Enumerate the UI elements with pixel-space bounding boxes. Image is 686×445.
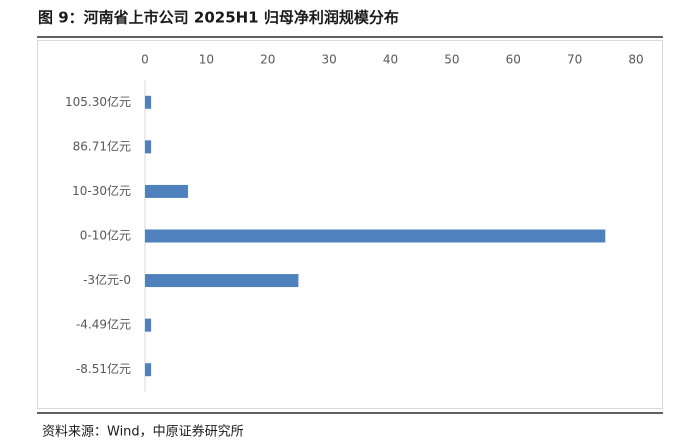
x-tick-label: 50 [444,53,459,67]
y-tick-label: 10-30亿元 [72,183,131,198]
x-tick-label: 60 [506,53,521,67]
bar [145,140,152,154]
y-tick-label: 105.30亿元 [65,94,131,109]
y-tick-label: -4.49亿元 [76,317,131,332]
bar [145,318,152,332]
y-tick-label: 0-10亿元 [80,228,131,243]
x-tick-label: 80 [628,53,643,67]
bar [145,229,606,243]
chart-title: 图 9：河南省上市公司 2025H1 归母净利润规模分布 [38,9,399,27]
bar [145,95,152,109]
x-tick-label: 0 [141,53,149,67]
bar [145,184,188,198]
x-tick-label: 20 [260,53,275,67]
y-tick-label: 86.71亿元 [73,138,131,153]
y-tick-label: -3亿元-0 [83,272,131,287]
x-tick-label: 10 [199,53,214,67]
x-tick-label: 40 [383,53,398,67]
bar [145,363,152,377]
chart-frame [37,40,663,409]
x-tick-label: 70 [567,53,582,67]
bar [145,274,299,288]
y-tick-label: -8.51亿元 [76,361,131,376]
source: 资料来源：Wind，中原证券研究所 [42,424,244,440]
x-tick-label: 30 [321,53,336,67]
